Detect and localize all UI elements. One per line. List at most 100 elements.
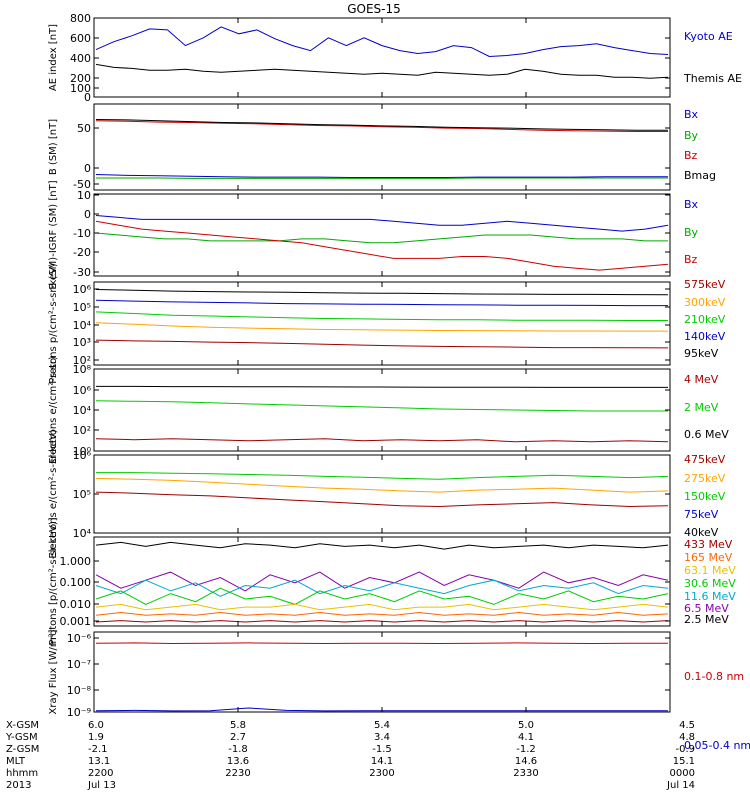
legend-entry: 6.5 MeV — [684, 602, 729, 615]
legend-entry: 275keV — [684, 472, 726, 485]
y-tick-label: 0.100 — [60, 576, 92, 589]
legend-entry: By — [684, 226, 699, 239]
y-tick-label: 10⁻⁷ — [67, 658, 91, 671]
y-tick-label: 10⁰ — [73, 445, 92, 458]
x-tick-value: 2300 — [369, 768, 394, 779]
legend-entry: By — [684, 129, 699, 142]
legend-entry: 95keV — [684, 347, 719, 360]
y-tick-label: 0.010 — [60, 598, 92, 611]
series-line-by — [95, 232, 668, 244]
x-tick-value: Jul 14 — [666, 780, 695, 791]
legend-entry: 210keV — [684, 313, 726, 326]
legend-entry: 433 MeV — [684, 538, 733, 551]
panels: 0 200 400 600 800 AE index [nT] Kyoto AE Themis… — [48, 12, 750, 752]
panel-4: 10² 10³ 10⁴ 10⁵ 10⁶ Protons p/(cm²-s-sr-keV) 5… — [48, 263, 726, 384]
x-tick-value: 2.7 — [230, 732, 246, 743]
x-tick-value: -2.1 — [88, 744, 108, 755]
x-tick-value: -0.9 — [675, 744, 695, 755]
series-line-2-mev — [95, 400, 668, 412]
x-tick-value: -1.5 — [372, 744, 392, 755]
y-tick-label: 800 — [70, 12, 91, 25]
y-tick-label: 600 — [70, 32, 91, 45]
series-line-210kev — [95, 311, 668, 321]
series-line-themis-ae — [95, 63, 669, 79]
x-tick-value: 4.5 — [679, 720, 695, 731]
panel-frame — [93, 193, 671, 277]
legend-entry: Bz — [684, 149, 698, 162]
y-tick-label: 400 — [70, 52, 91, 65]
y-tick-label: 10 — [77, 189, 91, 202]
series-line-6-5-mev — [95, 571, 669, 592]
x-tick-value: 13.6 — [227, 756, 249, 767]
x-tick-value: 3.4 — [374, 732, 390, 743]
y-tick-label: 0 — [84, 91, 91, 104]
y-tick-label: 200 — [70, 72, 91, 85]
x-tick-value: 14.6 — [515, 756, 537, 767]
x-tick-value: 4.8 — [679, 732, 695, 743]
y-axis-label: Protons p/(cm²-s-sr-keV) — [48, 263, 59, 384]
y-tick-label: -20 — [73, 246, 91, 259]
x-tick-value: -1.2 — [516, 744, 536, 755]
y-tick-label: 10⁵ — [73, 301, 91, 314]
y-tick-label: 10² — [73, 424, 91, 437]
panel-1: 0 200 400 600 800 AE index [nT] Kyoto AE Themis… — [48, 12, 742, 104]
x-tick-value: 13.1 — [88, 756, 110, 767]
series-line-30-6-mev — [95, 587, 669, 605]
x-tick-value: 2200 — [88, 768, 113, 779]
x-tick-value: 15.1 — [673, 756, 695, 767]
series-line-bmag — [95, 119, 668, 131]
legend-entry: Bx — [684, 198, 699, 211]
y-tick-label: 1.000 — [60, 555, 92, 568]
series-line-2-5-mev — [95, 541, 669, 550]
x-tick-value: 5.8 — [230, 720, 246, 731]
panel-6: 10⁴ 10⁵ 10⁶ Electrons e/(cm²-s-sr-keV) 475ke… — [48, 429, 726, 558]
legend-entry: 300keV — [684, 296, 726, 309]
y-tick-label: 10⁴ — [73, 527, 92, 540]
legend-entry: 0.05-0.4 nm — [684, 739, 750, 752]
y-tick-label: -30 — [73, 266, 91, 279]
x-row-label: MLT — [6, 756, 26, 767]
y-tick-label: 0 — [84, 208, 91, 221]
series-line-0-1-0-8-nm — [95, 642, 668, 645]
legend-entry: 30.6 MeV — [684, 577, 736, 590]
y-tick-label: 10² — [73, 354, 91, 367]
x-row-label: X-GSM — [6, 720, 39, 731]
y-axis-label: Electrons e/(cm²-s-sr) — [48, 356, 59, 464]
x-tick-value: 2330 — [513, 768, 538, 779]
y-tick-label: 10⁶ — [73, 449, 92, 462]
y-tick-label: -50 — [73, 178, 91, 191]
series-line-bx — [95, 215, 669, 232]
panel-3: -30 -20 -10 0 10 B (SM)-IGRF (SM) [nT] Bx By Bz — [48, 180, 699, 289]
series-line-11-6-mev — [95, 579, 669, 597]
legend-entry: 575keV — [684, 278, 726, 291]
legend-entry: Kyoto AE — [684, 30, 733, 43]
x-tick-value: 5.0 — [518, 720, 534, 731]
y-tick-label: 10³ — [73, 336, 91, 349]
panel-8: 10⁻⁹ 10⁻⁸ 10⁻⁷ 10⁻⁶ Xray Flux [W/m²] 0.1-0.8 … — [48, 629, 750, 752]
y-tick-label: 10⁻⁹ — [67, 706, 91, 719]
series-line-275kev — [95, 477, 669, 493]
x-tick-value: 14.1 — [371, 756, 393, 767]
y-tick-label: 50 — [77, 122, 91, 135]
series-line-140kev — [95, 299, 668, 307]
chart-title: GOES-15 — [347, 2, 401, 16]
y-tick-label: 10⁴ — [73, 319, 92, 332]
legend-entry: Bx — [684, 108, 699, 121]
series-line-63-1-mev — [95, 603, 669, 611]
x-tick-value: 2230 — [225, 768, 250, 779]
series-line-kyoto-ae — [95, 26, 669, 58]
y-axis-label: Protons [p/(cm²-s-sr-keV)] — [48, 517, 59, 645]
series-line-150kev — [96, 472, 669, 480]
series-line-bz — [95, 120, 668, 132]
y-axis-label: B (SM) [nT] — [48, 119, 59, 175]
y-axis-label: AE index [nT] — [48, 24, 59, 91]
legend-entry: 475keV — [684, 453, 726, 466]
x-row-label: Y-GSM — [5, 732, 38, 743]
x-tick-value: 6.0 — [88, 720, 104, 731]
series-line-bz — [95, 220, 669, 271]
legend-entry: Bz — [684, 253, 698, 266]
legend-entry: 2.5 MeV — [684, 613, 729, 626]
